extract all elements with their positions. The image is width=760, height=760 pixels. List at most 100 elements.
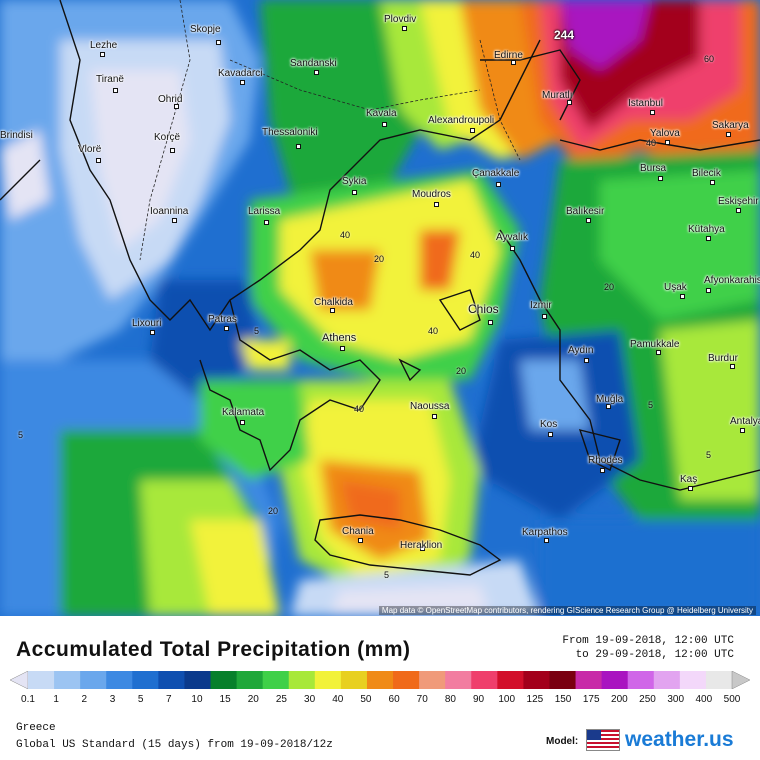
city-marker: [496, 182, 501, 187]
city-marker: [358, 538, 363, 543]
color-scale-tick: 60: [388, 694, 400, 705]
color-scale-tick: 400: [695, 694, 713, 705]
color-scale-swatch: [236, 671, 264, 689]
city-label: Muğla: [596, 394, 624, 405]
color-scale-tick: 7: [166, 694, 172, 705]
city-marker: [340, 346, 345, 351]
color-scale-swatch: [106, 671, 133, 689]
color-scale-tick: 0.1: [21, 694, 35, 705]
city-label: Larissa: [248, 206, 281, 217]
city-label: Chios: [468, 302, 499, 316]
city-marker: [216, 40, 221, 45]
color-scale-swatch: [158, 671, 185, 689]
city-marker: [264, 220, 269, 225]
city-label: Chalkida: [314, 297, 353, 308]
city-label: Pamukkale: [630, 339, 680, 350]
city-label: Afyonkarahisar: [704, 275, 760, 286]
city-label: Korçë: [154, 132, 181, 143]
city-label: Kütahya: [688, 224, 725, 235]
city-marker: [706, 288, 711, 293]
city-label: Heraklion: [400, 540, 443, 551]
max-value-label: 244: [554, 28, 575, 42]
map-attribution: Map data © OpenStreetMap contributors, r…: [378, 606, 756, 615]
contour-label: 40: [340, 230, 351, 240]
city-label: Eskişehir: [718, 196, 759, 207]
city-marker: [511, 60, 516, 65]
city-marker: [542, 314, 547, 319]
city-marker: [330, 308, 335, 313]
city-label: Antalya: [730, 416, 760, 427]
color-scale-swatch: [262, 671, 290, 689]
legend-title: Accumulated Total Precipitation (mm): [16, 638, 411, 661]
color-scale-tick: 500: [723, 694, 741, 705]
city-marker: [710, 180, 715, 185]
city-label: Vlorë: [78, 144, 102, 155]
city-marker: [224, 326, 229, 331]
city-label: Balıkesir: [566, 206, 605, 217]
city-marker: [352, 190, 357, 195]
city-marker: [656, 350, 661, 355]
city-label: Burdur: [708, 353, 739, 364]
city-label: Aydın: [568, 345, 594, 356]
city-marker: [296, 144, 301, 149]
color-scale-swatch: [80, 671, 107, 689]
city-marker: [420, 546, 425, 551]
color-scale-swatch: [366, 671, 394, 689]
color-scale-swatch: [340, 671, 368, 689]
city-label: Edirne: [494, 50, 523, 61]
color-scale-swatch: [184, 671, 212, 689]
color-scale-swatch: [132, 671, 159, 689]
model-run-label: Global US Standard (15 days) from 19-09-…: [16, 739, 333, 751]
city-label: Sykia: [342, 176, 367, 187]
city-label: Lixouri: [132, 318, 162, 329]
city-label: Izmir: [530, 300, 552, 311]
city-marker: [434, 202, 439, 207]
contour-label: 5: [254, 326, 260, 336]
color-scale-tick: 70: [416, 694, 428, 705]
color-scale-swatch: [419, 671, 446, 689]
city-label: Kos: [540, 419, 558, 430]
precipitation-map[interactable]: 244 Skopje Plovdiv Edirne Lezhe Tiranë K…: [0, 0, 760, 616]
city-marker: [174, 104, 179, 109]
city-label: Çanakkale: [472, 168, 520, 179]
color-scale-tick: 10: [191, 694, 203, 705]
city-marker: [726, 132, 731, 137]
brand-logo[interactable]: weather.us: [586, 728, 734, 752]
city-marker: [100, 52, 105, 57]
color-scale-arrow-low: [10, 671, 29, 689]
city-marker: [650, 110, 655, 115]
city-label: Skopje: [190, 24, 221, 35]
city-marker: [113, 88, 118, 93]
city-marker: [382, 122, 387, 127]
contour-label: 60: [704, 54, 715, 64]
city-marker: [548, 432, 553, 437]
contour-label: 5: [18, 430, 24, 440]
contour-label: 20: [374, 254, 385, 264]
city-label: Naoussa: [410, 401, 450, 412]
city-marker: [172, 218, 177, 223]
city-marker: [567, 100, 572, 105]
color-scale-swatch: [653, 671, 681, 689]
contour-label: 20: [268, 506, 279, 516]
city-marker: [432, 414, 437, 419]
city-marker: [584, 358, 589, 363]
contour-label: 40: [428, 326, 439, 336]
city-marker: [314, 70, 319, 75]
color-scale-ticks: 0.1 1 2 3 5 7 10 15 20 25 30 40 50 60 70 80 90 100 125 150 1…: [10, 694, 750, 708]
city-label: Kavala: [366, 108, 397, 119]
city-marker: [170, 148, 175, 153]
legend-panel: Accumulated Total Precipitation (mm) Fro…: [0, 616, 760, 760]
color-scale-swatch: [314, 671, 342, 689]
city-label: Bursa: [640, 163, 667, 174]
city-label: Ioannina: [150, 206, 189, 217]
city-label: Istanbul: [628, 98, 664, 109]
city-label: Kavadarci: [218, 68, 263, 79]
precipitation-field: [0, 0, 760, 616]
color-scale-tick: 3: [109, 694, 116, 705]
city-label: Kaş: [680, 474, 698, 485]
color-scale-tick: 175: [582, 694, 600, 705]
contour-label: 5: [648, 400, 654, 410]
color-scale-tick: 15: [219, 694, 231, 705]
city-marker: [730, 364, 735, 369]
color-scale-swatch: [393, 671, 420, 689]
